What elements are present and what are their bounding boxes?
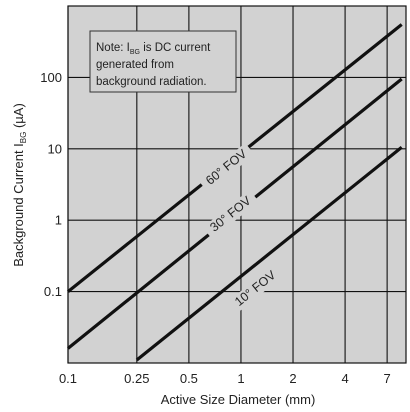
series-label-bg-2 [227,264,284,314]
plot-frame [67,5,407,364]
y-tick-labels: 0.1 1 10 100 [40,70,62,299]
x-tick-label-4: 2 [289,371,296,386]
series-label-bg-1 [202,189,259,240]
series-label-bg-0 [198,142,255,193]
x-tick-label-2: 0.5 [180,371,198,386]
note-line-3: background radiation. [96,76,207,88]
x-tick-labels: 0.1 0.25 0.5 1 2 4 7 [59,371,391,386]
note-box: Note: IBG is DC current generated from b… [89,30,237,93]
x-tick-label-1: 0.25 [124,371,149,386]
note-box-frame [89,30,237,93]
note-line-2: generated from [96,59,174,71]
y-tick-label-1: 1 [55,213,62,228]
y-tick-label-2: 10 [48,141,62,156]
x-tick-label-3: 1 [237,371,244,386]
y-tick-label-3: 100 [40,70,62,85]
x-tick-label-0: 0.1 [59,371,77,386]
y-axis-title: Background Current IBG (µA) [11,103,28,267]
y-tick-label-0: 0.1 [44,284,62,299]
x-tick-label-6: 7 [384,371,391,386]
series-line-2 [135,146,403,362]
x-axis-title: Active Size Diameter (mm) [161,392,316,407]
note-line-1: Note: IBG is DC current [96,42,211,56]
x-tick-label-5: 4 [341,371,348,386]
